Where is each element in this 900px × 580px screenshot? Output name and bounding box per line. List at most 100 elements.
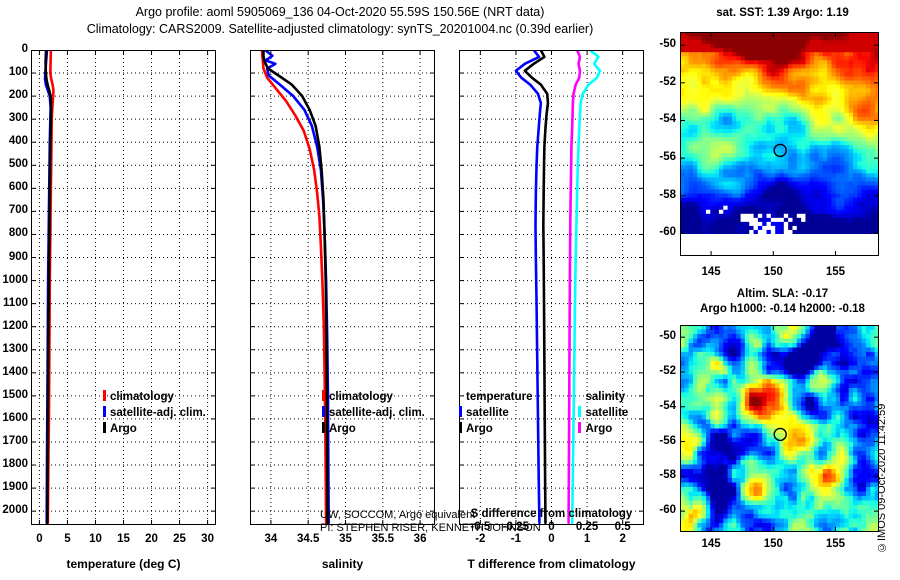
- longitude-tick: 150: [763, 266, 783, 278]
- axis-tick: 2: [619, 533, 626, 545]
- depth-tick: 700: [8, 204, 28, 217]
- credit-line2: PI: STEPHEN RISER, KENNETH JOHNSON: [320, 522, 541, 534]
- depth-tick: 1800: [2, 458, 28, 471]
- difference-axis-label: T difference from climatology: [467, 557, 636, 571]
- axis-tick: 0.25: [575, 521, 599, 533]
- depth-tick: 1500: [2, 388, 28, 401]
- legend-color-swatch: [322, 390, 325, 401]
- legend-item: Argo: [459, 421, 532, 437]
- latitude-tick: -60: [659, 504, 676, 517]
- axis-tick: 34: [264, 533, 278, 545]
- page-title-line2: Climatology: CARS2009. Satellite-adjuste…: [86, 22, 594, 36]
- legend-column: temperature satellite Argo: [459, 389, 532, 437]
- temperature-axis-label: temperature (deg C): [66, 557, 181, 571]
- axis-tick: 25: [173, 533, 186, 545]
- axis-tick: 0: [548, 533, 555, 545]
- legend-label: satellite-adj. clim.: [329, 407, 425, 419]
- sla-map-title-line1: Altim. SLA: -0.17: [736, 288, 829, 300]
- legend-color-swatch: [103, 422, 106, 433]
- axis-tick: 36: [413, 533, 427, 545]
- axis-tick: 0: [548, 521, 555, 533]
- longitude-tick: 150: [763, 538, 783, 550]
- difference-legend: temperature satellite Argo salinity satellit…: [459, 389, 628, 437]
- depth-tick: 200: [8, 89, 28, 102]
- longitude-tick: 155: [825, 266, 846, 278]
- sst-map-title: sat. SST: 1.39 Argo: 1.19: [716, 7, 849, 19]
- sla-map-title-line2: Argo h1000: -0.14 h2000: -0.18: [700, 303, 865, 315]
- difference-panel: [459, 50, 644, 525]
- axis-tick: 15: [117, 533, 130, 545]
- legend-item: satellite-adj. clim.: [103, 405, 206, 421]
- salinity-legend: climatology satellite-adj. clim. Argo: [322, 389, 425, 437]
- longitude-tick: 145: [701, 538, 721, 550]
- legend-label: climatology: [329, 391, 393, 403]
- legend-label: climatology: [110, 391, 174, 403]
- depth-tick: 1400: [2, 365, 28, 378]
- axis-tick: -2: [475, 533, 486, 545]
- longitude-tick: 145: [701, 266, 721, 278]
- depth-tick: 1200: [2, 319, 28, 332]
- depth-tick: 600: [8, 181, 28, 194]
- legend-item: satellite-adj. clim.: [322, 405, 425, 421]
- axis-tick: -1: [510, 533, 522, 545]
- legend-column: salinity satellite Argo: [578, 389, 628, 437]
- legend-color-swatch: [103, 390, 106, 401]
- axis-tick: 0.5: [614, 521, 631, 533]
- temperature-panel: [31, 50, 216, 525]
- axis-tick: 5: [64, 533, 71, 545]
- legend-item: Argo: [103, 421, 206, 437]
- legend-item: Argo: [578, 421, 628, 437]
- latitude-tick: -52: [659, 75, 676, 88]
- depth-tick: 100: [8, 66, 28, 79]
- legend-label: Argo: [585, 423, 613, 435]
- temperature-legend: climatology satellite-adj. clim. Argo: [103, 389, 206, 437]
- axis-tick: 34.5: [296, 533, 320, 545]
- legend-item: satellite: [578, 405, 628, 421]
- axis-tick: -0.25: [502, 521, 530, 533]
- depth-tick: 900: [8, 250, 28, 263]
- legend-item: Argo: [322, 421, 425, 437]
- legend-label: satellite-adj. clim.: [110, 407, 206, 419]
- depth-tick: 800: [8, 227, 28, 240]
- depth-tick: 1600: [2, 411, 28, 424]
- latitude-tick: -54: [659, 399, 676, 412]
- salinity-panel: [250, 50, 435, 525]
- depth-tick: 300: [8, 112, 28, 125]
- legend-label: satellite: [466, 407, 509, 419]
- depth-tick: 1000: [2, 273, 28, 286]
- legend-column-title: temperature: [466, 391, 533, 403]
- legend-item: climatology: [322, 389, 425, 405]
- depth-tick: 1300: [2, 342, 28, 355]
- legend-color-swatch: [322, 422, 325, 433]
- axis-tick: 35: [339, 533, 352, 545]
- axis-tick: 20: [145, 533, 158, 545]
- legend-color-swatch: [459, 406, 462, 417]
- latitude-tick: -56: [659, 151, 676, 164]
- depth-tick: 2000: [2, 504, 28, 517]
- legend-color-swatch: [578, 422, 582, 433]
- depth-tick: 500: [8, 158, 28, 171]
- depth-tick: 1100: [3, 296, 28, 309]
- temperature-plot: [31, 50, 216, 525]
- latitude-tick: -58: [659, 469, 676, 482]
- page-title-line1: Argo profile: aoml 5905069_136 04-Oct-20…: [135, 5, 545, 19]
- depth-tick: 400: [8, 135, 28, 148]
- salinity-axis-label: salinity: [321, 557, 364, 571]
- legend-color-swatch: [459, 422, 462, 433]
- latitude-tick: -56: [659, 434, 676, 447]
- latitude-tick: -58: [659, 188, 676, 201]
- legend-label: Argo: [329, 423, 356, 435]
- latitude-tick: -52: [659, 364, 676, 377]
- axis-tick: 1: [583, 533, 591, 545]
- legend-item: climatology: [103, 389, 206, 405]
- legend-color-swatch: [322, 406, 325, 417]
- legend-column-title: salinity: [585, 391, 626, 403]
- latitude-tick: -50: [659, 330, 676, 343]
- legend-item: satellite: [459, 405, 532, 421]
- axis-tick: 10: [89, 533, 102, 545]
- latitude-tick: -54: [659, 113, 676, 126]
- difference-top-axis-label: S difference from climatology: [470, 508, 633, 520]
- depth-tick: 1900: [2, 481, 28, 494]
- difference-plot: [459, 50, 644, 525]
- legend-color-swatch: [578, 406, 582, 417]
